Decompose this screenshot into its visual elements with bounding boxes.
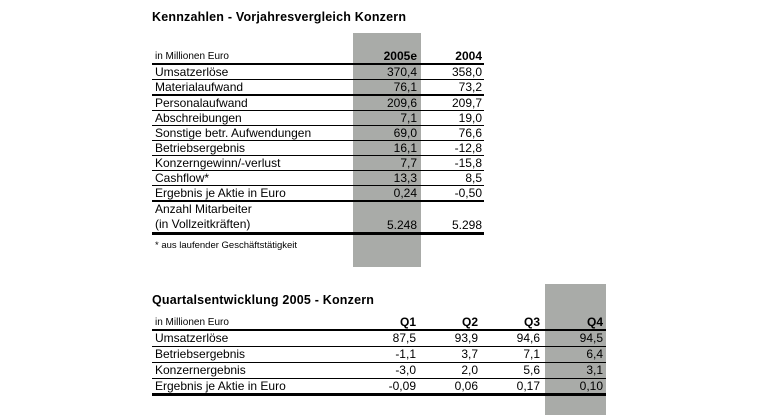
table2-header-row: in Millionen Euro Q1 Q2 Q3 Q4 (152, 315, 606, 331)
value-2004: 19,0 (421, 110, 484, 126)
table1-footnote: * aus laufender Geschäftstätigkeit (155, 240, 298, 251)
value-q3: 7,1 (481, 346, 543, 363)
row-label: Cashflow* (152, 170, 353, 186)
value-2005e: 5.248 (353, 201, 421, 235)
table-kennzahlen: Kennzahlen - Vorjahresvergleich Konzern … (152, 10, 484, 251)
row-label: Ergebnis je Aktie in Euro (152, 378, 357, 396)
table2-col-q4: Q4 (543, 315, 606, 331)
value-2004: 209,7 (421, 95, 484, 111)
table-row: Umsatzerlöse 370,4 358,0 (152, 64, 484, 80)
table1: in Millionen Euro 2005e 2004 Umsatzerlös… (152, 44, 484, 235)
table-row: Ergebnis je Aktie in Euro 0,24 -0,50 (152, 185, 484, 202)
value-2004: 76,6 (421, 125, 484, 141)
value-q1: -1,1 (357, 346, 419, 363)
value-2005e: 0,24 (353, 185, 421, 202)
table-row: Abschreibungen 7,1 19,0 (152, 110, 484, 126)
value-2004: -0,50 (421, 185, 484, 202)
table2-title: Quartalsentwicklung 2005 - Konzern (152, 293, 375, 307)
row-label: Betriebsergebnis (152, 346, 357, 363)
row-label: Personalaufwand (152, 95, 353, 111)
table-quartalsentwicklung: Quartalsentwicklung 2005 - Konzern in Mi… (152, 293, 606, 396)
value-2005e: 7,7 (353, 155, 421, 171)
value-q2: 2,0 (419, 362, 481, 379)
table2-col-q3: Q3 (481, 315, 543, 331)
row-label: Sonstige betr. Aufwendungen (152, 125, 353, 141)
table-row: Ergebnis je Aktie in Euro -0,09 0,06 0,1… (152, 378, 606, 396)
value-2004: 5.298 (421, 201, 484, 235)
value-q3: 5,6 (481, 362, 543, 379)
value-2004: -15,8 (421, 155, 484, 171)
row-label: Ergebnis je Aktie in Euro (152, 185, 353, 202)
value-2004: 358,0 (421, 64, 484, 80)
value-q3: 94,6 (481, 330, 543, 347)
row-label: Betriebsergebnis (152, 140, 353, 156)
value-2005e: 7,1 (353, 110, 421, 126)
table1-col-2005e: 2005e (353, 44, 421, 65)
row-label: Umsatzerlöse (152, 330, 357, 347)
table2-col-q1: Q1 (357, 315, 419, 331)
value-2005e: 13,3 (353, 170, 421, 186)
table-row: Konzernergebnis -3,0 2,0 5,6 3,1 (152, 362, 606, 379)
table-row: Cashflow* 13,3 8,5 (152, 170, 484, 186)
table-row: Betriebsergebnis -1,1 3,7 7,1 6,4 (152, 346, 606, 363)
value-q2: 3,7 (419, 346, 481, 363)
row-label: Konzerngewinn/-verlust (152, 155, 353, 171)
value-2005e: 209,6 (353, 95, 421, 111)
value-q1: 87,5 (357, 330, 419, 347)
value-2004: 8,5 (421, 170, 484, 186)
value-2004: -12,8 (421, 140, 484, 156)
value-q1: -3,0 (357, 362, 419, 379)
row-label: Anzahl Mitarbeiter (in Vollzeitkräften) (152, 201, 353, 235)
row-label: Materialaufwand (152, 79, 353, 96)
row-label: Konzernergebnis (152, 362, 357, 379)
value-2005e: 16,1 (353, 140, 421, 156)
table2-unit-label: in Millionen Euro (152, 315, 357, 331)
table-row: Anzahl Mitarbeiter (in Vollzeitkräften) … (152, 201, 484, 235)
value-q1: -0,09 (357, 378, 419, 396)
row-label: Umsatzerlöse (152, 64, 353, 80)
value-q3: 0,17 (481, 378, 543, 396)
table1-title: Kennzahlen - Vorjahresvergleich Konzern (152, 10, 407, 24)
table-row: Umsatzerlöse 87,5 93,9 94,6 94,5 (152, 330, 606, 347)
table-row: Sonstige betr. Aufwendungen 69,0 76,6 (152, 125, 484, 141)
value-q4: 3,1 (543, 362, 606, 379)
row-label: Abschreibungen (152, 110, 353, 126)
value-2005e: 69,0 (353, 125, 421, 141)
value-2004: 73,2 (421, 79, 484, 96)
table2: in Millionen Euro Q1 Q2 Q3 Q4 Umsatzerlö… (152, 315, 606, 396)
value-2005e: 370,4 (353, 64, 421, 80)
table-row: Konzerngewinn/-verlust 7,7 -15,8 (152, 155, 484, 171)
table1-unit-label: in Millionen Euro (152, 44, 353, 65)
table1-header-row: in Millionen Euro 2005e 2004 (152, 44, 484, 65)
value-2005e: 76,1 (353, 79, 421, 96)
table-row: Personalaufwand 209,6 209,7 (152, 95, 484, 111)
table2-col-q2: Q2 (419, 315, 481, 331)
value-q2: 93,9 (419, 330, 481, 347)
table1-col-2004: 2004 (421, 44, 484, 65)
table-row: Betriebsergebnis 16,1 -12,8 (152, 140, 484, 156)
value-q4: 6,4 (543, 346, 606, 363)
value-q2: 0,06 (419, 378, 481, 396)
table-row: Materialaufwand 76,1 73,2 (152, 79, 484, 96)
value-q4: 0,10 (543, 378, 606, 396)
value-q4: 94,5 (543, 330, 606, 347)
